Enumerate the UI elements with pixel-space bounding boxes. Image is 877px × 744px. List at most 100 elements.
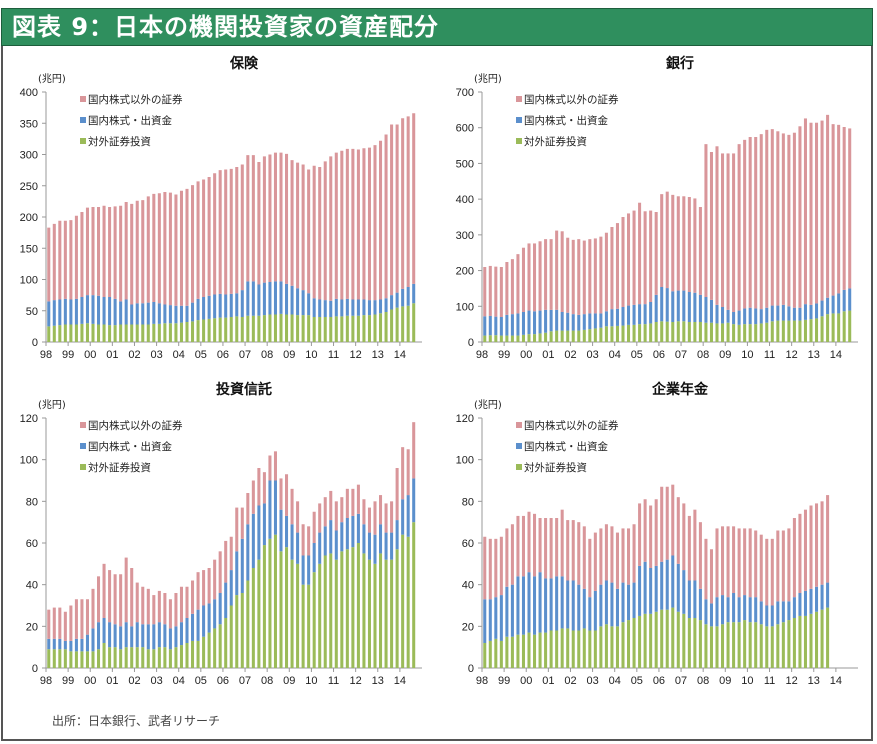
bar-segment-foreign	[820, 316, 824, 342]
bar-segment-other	[676, 196, 680, 291]
bar-segment-other	[168, 599, 172, 629]
bar-segment-other	[224, 540, 228, 583]
bar-segment-equity	[367, 300, 371, 316]
bar-segment-foreign	[538, 632, 542, 668]
bar-segment-equity	[168, 305, 172, 324]
bar-segment-other	[373, 145, 377, 301]
bar-segment-foreign	[52, 325, 56, 342]
bar-segment-foreign	[334, 316, 338, 342]
bar-segment-foreign	[257, 559, 261, 668]
bar-segment-equity	[152, 624, 156, 650]
bar-segment-equity	[483, 316, 487, 336]
bar-segment-foreign	[235, 595, 239, 668]
bar-segment-equity	[792, 597, 796, 618]
bar-segment-other	[726, 526, 730, 598]
bar-segment-equity	[704, 297, 708, 323]
bar-segment-foreign	[787, 620, 791, 668]
bar-segment-foreign	[202, 319, 206, 342]
bar-segment-equity	[687, 580, 691, 618]
bar-segment-other	[312, 165, 316, 299]
bar-segment-foreign	[301, 315, 305, 342]
bar-segment-equity	[781, 601, 785, 623]
bar-segment-foreign	[379, 553, 383, 668]
bar-segment-equity	[152, 302, 156, 324]
bar-segment-equity	[610, 582, 614, 627]
bar-segment-equity	[213, 294, 217, 319]
bar-segment-equity	[837, 293, 841, 314]
bar-segment-equity	[748, 597, 752, 623]
bar-segment-equity	[544, 578, 548, 633]
bar-segment-other	[687, 515, 691, 581]
bar-segment-other	[665, 191, 669, 289]
legend-label: 国内株式以外の証券	[524, 93, 619, 106]
bar-segment-other	[251, 480, 255, 514]
bar-segment-other	[809, 505, 813, 589]
bar-segment-foreign	[649, 323, 653, 342]
bar-segment-foreign	[196, 320, 200, 342]
y-tick-label: 0	[468, 337, 474, 349]
bar-segment-other	[549, 518, 553, 579]
bar-segment-foreign	[776, 624, 780, 668]
bar-segment-other	[704, 144, 708, 297]
y-tick-label: 40	[462, 580, 474, 592]
legend-swatch	[80, 464, 86, 470]
bar-segment-foreign	[732, 622, 736, 668]
bar-segment-other	[704, 538, 708, 600]
bar-segment-foreign	[251, 568, 255, 668]
bar-segment-other	[229, 168, 233, 294]
bar-segment-equity	[213, 599, 217, 629]
x-tick-label: 00	[520, 349, 532, 361]
bar-segment-other	[356, 149, 360, 300]
bar-segment-foreign	[384, 312, 388, 342]
bar-segment-foreign	[826, 607, 830, 668]
y-tick-label: 80	[462, 496, 474, 508]
bar-segment-foreign	[273, 314, 277, 342]
bar-segment-foreign	[85, 323, 89, 342]
x-tick-label: 09	[719, 675, 731, 687]
bar-segment-equity	[521, 312, 525, 335]
bar-segment-foreign	[582, 628, 586, 668]
bar-segment-foreign	[307, 315, 311, 342]
bar-segment-equity	[582, 314, 586, 330]
bar-segment-equity	[693, 292, 697, 322]
bar-segment-foreign	[191, 321, 195, 342]
x-tick-label: 11	[764, 675, 775, 687]
bar-segment-other	[240, 507, 244, 539]
y-tick-label: 200	[456, 266, 474, 278]
chart-title: 投資信託	[216, 381, 272, 398]
bar-segment-other	[787, 134, 791, 307]
bar-segment-other	[737, 528, 741, 598]
bar-segment-foreign	[505, 636, 509, 668]
bar-segment-foreign	[246, 580, 250, 668]
bar-segment-other	[119, 205, 123, 302]
bar-segment-other	[826, 495, 830, 583]
bar-segment-other	[235, 167, 239, 294]
bar-segment-equity	[488, 315, 492, 336]
bar-segment-foreign	[329, 317, 333, 342]
bar-segment-other	[345, 148, 349, 299]
bar-segment-foreign	[273, 534, 277, 668]
y-tick-label: 100	[456, 301, 474, 313]
bar-segment-equity	[682, 570, 686, 614]
bar-segment-equity	[698, 294, 702, 322]
bar-segment-equity	[732, 593, 736, 623]
bar-segment-other	[202, 570, 206, 606]
bar-segment-other	[235, 507, 239, 552]
bar-segment-other	[91, 207, 95, 296]
bar-segment-other	[732, 153, 736, 312]
bar-segment-equity	[124, 622, 128, 648]
y-tick-label: 0	[32, 663, 38, 675]
bar-segment-other	[191, 185, 195, 303]
bar-segment-foreign	[97, 324, 101, 342]
bar-segment-foreign	[91, 651, 95, 668]
bar-segment-foreign	[312, 572, 316, 668]
bar-segment-foreign	[235, 316, 239, 342]
bar-segment-equity	[362, 524, 366, 554]
bar-segment-equity	[759, 309, 763, 324]
bar-segment-foreign	[494, 638, 498, 668]
bar-segment-foreign	[141, 324, 145, 342]
legend-label: 国内株式・出資金	[524, 114, 608, 127]
bar-segment-foreign	[124, 324, 128, 342]
bar-segment-other	[102, 563, 106, 618]
